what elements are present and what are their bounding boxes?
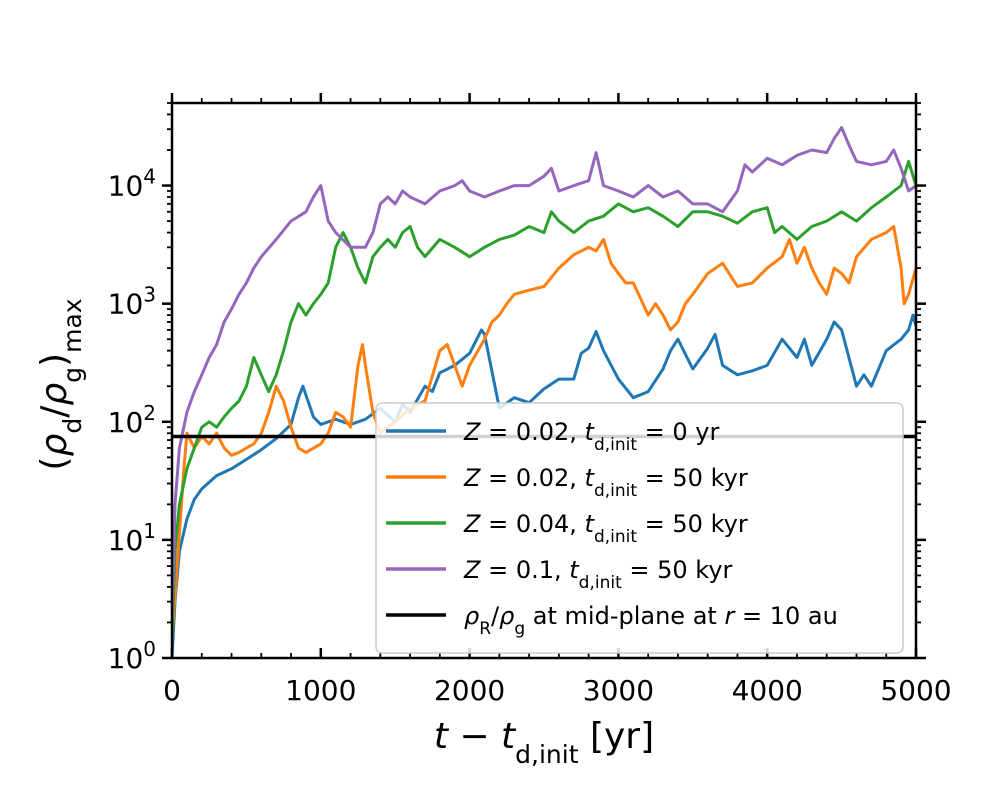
legend: Z = 0.02, td,init = 0 yr Z = 0.02, td,ini… [375,402,904,654]
legend-label-3: Z = 0.04, td,init = 50 kyr [463,510,748,547]
x-tick-label: 3000 [583,674,654,707]
legend-label-4: Z = 0.1, td,init = 50 kyr [463,556,733,593]
y-tick-label: 104 [108,165,156,203]
x-tick-label: 4000 [732,674,803,707]
series-line-1 [172,313,916,658]
y-tick-label: 103 [108,283,156,321]
x-axis-label: t − td,init [yr] [434,716,654,769]
x-tick-label: 0 [163,674,181,707]
legend-box [375,402,904,654]
plot-frame [170,101,918,660]
series-layer [172,126,916,658]
y-tick-label: 101 [108,519,156,557]
axes-layer: 0 1000 2000 3000 4000 5000 100 101 102 103 104 [108,93,952,707]
series-line-2 [172,225,916,638]
x-tick-label: 2000 [434,674,505,707]
series-line-4 [172,126,916,623]
series-line-3 [172,159,916,638]
y-tick-label: 102 [108,401,156,439]
labels-layer: t − td,init [yr] (ρd/ρg)max [34,298,654,768]
y-tick-label: 100 [108,637,156,675]
legend-label-1: Z = 0.02, td,init = 0 yr [463,418,720,455]
legend-label-5: ρR/ρg at mid-plane at r = 10 au [464,602,838,639]
x-tick-label: 5000 [880,674,951,707]
x-tick-label: 1000 [285,674,356,707]
legend-label-2: Z = 0.02, td,init = 50 kyr [463,464,748,501]
y-axis-label: (ρd/ρg)max [34,298,87,470]
